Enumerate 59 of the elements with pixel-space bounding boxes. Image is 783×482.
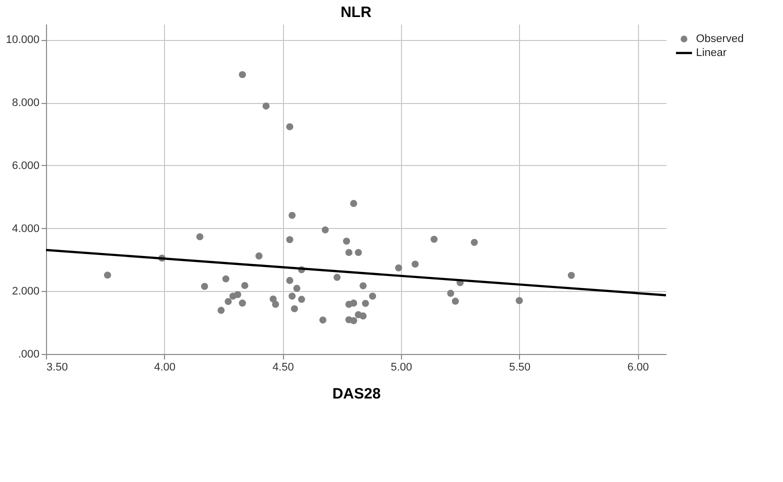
point: [360, 282, 367, 290]
point: [350, 200, 358, 207]
point: [447, 290, 454, 297]
y-tick-label: .000: [18, 348, 40, 360]
point: [360, 312, 367, 320]
y-tick-label: 10.000: [6, 34, 40, 46]
y-tick-label: 8.000: [12, 97, 40, 110]
legend-label: Observed: [696, 33, 744, 45]
point: [286, 276, 294, 284]
point: [350, 300, 358, 307]
point: [262, 102, 270, 110]
point: [229, 292, 236, 300]
point: [196, 233, 204, 240]
point: [362, 300, 369, 307]
point: [288, 292, 296, 300]
point: [395, 264, 402, 272]
legend-label: Linear: [696, 47, 727, 59]
y-tick-label: 2.000: [12, 286, 40, 298]
point: [343, 238, 350, 245]
point: [272, 300, 280, 308]
y-tick-label: 4.000: [12, 222, 40, 235]
point: [322, 226, 329, 234]
point: [516, 297, 523, 304]
x-tick-label: 5.50: [509, 362, 530, 374]
point: [293, 284, 300, 292]
x-axis-title: DAS28: [332, 386, 381, 402]
point: [104, 272, 112, 279]
point: [270, 295, 277, 303]
x-tick-label: 3.50: [46, 362, 68, 374]
point: [354, 248, 362, 256]
x-tick-label: 6.00: [627, 362, 649, 374]
point: [345, 248, 352, 256]
point: [298, 296, 306, 303]
point: [222, 275, 230, 282]
x-tick-label: 5.00: [390, 362, 412, 374]
point: [470, 238, 478, 246]
point: [224, 298, 232, 306]
point: [350, 317, 358, 324]
point: [290, 305, 298, 312]
point: [255, 252, 263, 260]
point: [412, 260, 419, 268]
point: [319, 316, 326, 324]
point: [430, 236, 438, 243]
x-tick-label: 4.50: [272, 362, 294, 374]
point: [334, 274, 341, 281]
chart-title: NLR: [340, 4, 372, 21]
point: [238, 71, 246, 78]
point: [369, 292, 376, 300]
point: [452, 298, 459, 305]
point: [286, 123, 294, 130]
point: [241, 282, 248, 290]
point: [286, 236, 294, 244]
point: [288, 212, 296, 219]
point: [201, 282, 208, 290]
x-tick-label: 4.00: [154, 362, 176, 374]
point: [568, 272, 575, 279]
point: [218, 306, 225, 314]
point: [238, 300, 246, 307]
y-tick-label: 6.000: [12, 160, 40, 172]
